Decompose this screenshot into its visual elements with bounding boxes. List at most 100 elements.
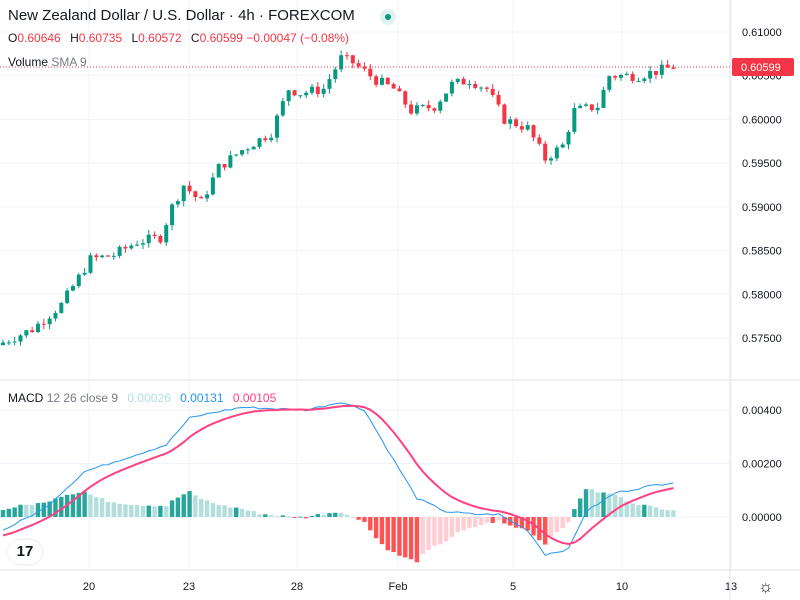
candle-body: [350, 55, 355, 64]
macd-hist-bar: [362, 517, 367, 522]
macd-hist-bar: [601, 492, 606, 517]
macd-hist-bar: [391, 517, 396, 552]
macd-hist-bar: [280, 515, 286, 517]
macd-hist-bar: [88, 494, 93, 517]
macd-hist-bar: [321, 514, 326, 517]
macd-hist-bar: [484, 517, 490, 523]
signal-line: [2, 404, 674, 545]
candle-body: [251, 146, 256, 150]
macd-hist-bar: [467, 517, 472, 528]
close-value: 0.60599: [199, 31, 243, 45]
candle-body: [455, 78, 460, 82]
macd-hist-bar: [513, 517, 519, 528]
macd-hist-bar: [630, 503, 635, 517]
candle-body: [152, 234, 157, 236]
macd-hist-bar: [245, 510, 251, 517]
macd-hist-bar: [152, 506, 157, 517]
candle-body: [648, 71, 653, 79]
candle-body: [210, 177, 215, 195]
candle-body: [554, 147, 559, 159]
candle-body: [397, 88, 402, 92]
candle-body: [53, 312, 58, 319]
candle-body: [671, 67, 676, 69]
macd-hist-bar: [303, 517, 309, 519]
market-status-icon: [380, 9, 396, 25]
candle-body: [414, 105, 419, 114]
macd-hist-bar: [647, 505, 653, 517]
macd-hist-bar: [350, 516, 355, 518]
macd-hist-bar: [338, 512, 344, 517]
macd-hist-bar: [309, 515, 315, 517]
candle-body: [409, 104, 414, 114]
macd-label: MACD: [8, 391, 44, 405]
macd-hist-bar: [403, 517, 408, 558]
candle-body: [205, 194, 210, 199]
macd-hist-bar: [373, 517, 379, 539]
candle-body: [379, 77, 384, 85]
candle-body: [123, 246, 128, 249]
candle-body: [164, 225, 169, 243]
macd-hist-bar: [29, 505, 35, 517]
candle-body: [537, 137, 542, 144]
price-tick: 0.59000: [742, 202, 782, 214]
macd-hist-bar: [234, 507, 239, 517]
candle-body: [222, 164, 227, 168]
open-label: O: [8, 31, 18, 45]
macd-hist-bar: [41, 502, 47, 517]
candle-body: [24, 330, 29, 336]
macd-hist-bar: [216, 505, 221, 517]
macd-hist-bar: [117, 503, 122, 517]
price-tick: 0.60000: [742, 114, 782, 126]
macd-hist-bar: [525, 517, 530, 531]
candle-body: [339, 55, 344, 70]
high-value: 0.60735: [78, 31, 123, 45]
time-tick: 23: [183, 581, 195, 593]
candle-body: [41, 323, 46, 325]
macd-hist-bar: [140, 505, 146, 517]
candle-body: [531, 125, 536, 138]
symbol-title[interactable]: New Zealand Dollar / U.S. Dollar · 4h · …: [8, 7, 355, 24]
candle-body: [420, 105, 425, 107]
macd-hist-bar: [455, 517, 460, 533]
candle-body: [76, 274, 81, 287]
price-tick: 0.61000: [742, 27, 782, 39]
macd-legend[interactable]: MACD 12 26 close 9 0.00026 0.00131 0.001…: [8, 391, 276, 405]
candle-body: [589, 104, 594, 111]
macd-hist-bar: [560, 517, 565, 529]
macd-hist-bar: [671, 510, 676, 517]
candle-body: [391, 84, 396, 89]
macd-hist-bar: [0, 510, 6, 517]
open-value: 0.60646: [17, 31, 61, 45]
macd-hist-bar: [268, 515, 274, 517]
macd-hist-bar: [426, 517, 431, 550]
candle-body: [181, 185, 186, 202]
candle-body: [269, 137, 274, 141]
high-label: H: [70, 31, 79, 45]
macd-hist-bar: [99, 498, 105, 517]
macd-hist-bar: [59, 496, 64, 517]
macd-hist-bar: [105, 501, 111, 517]
candle-body: [543, 143, 548, 161]
candle-body: [158, 235, 163, 243]
macd-hist-bar: [134, 504, 140, 517]
candle-body: [257, 138, 262, 147]
candle-body: [549, 158, 554, 161]
candle-body: [344, 55, 349, 57]
candle-body: [461, 78, 466, 85]
macd-hist-bar: [542, 517, 548, 545]
macd-hist-bar: [385, 517, 390, 551]
candle-body: [613, 76, 618, 78]
candle-body: [234, 154, 239, 156]
candle-body: [309, 86, 314, 93]
candle-body: [368, 68, 373, 77]
tradingview-logo[interactable]: 17: [8, 540, 42, 564]
candle-body: [519, 126, 524, 130]
volume-legend[interactable]: Volume SMA 9: [8, 55, 87, 69]
macd-hist-bar: [577, 498, 583, 517]
settings-gear-icon[interactable]: ☼: [758, 577, 774, 596]
macd-hist-bar: [298, 516, 303, 518]
candle-body: [199, 196, 204, 199]
macd-hist-bar: [94, 497, 99, 517]
candle-body: [135, 244, 140, 246]
